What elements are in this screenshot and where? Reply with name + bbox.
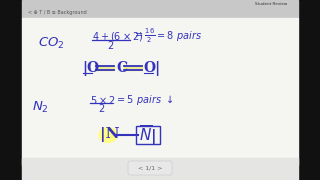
Text: $= 5\ pairs\ \downarrow$: $= 5\ pairs\ \downarrow$ (115, 93, 173, 107)
Ellipse shape (99, 127, 117, 143)
Text: $\overline{N}$|: $\overline{N}$| (139, 123, 156, 147)
Text: $5\times2$: $5\times2$ (90, 94, 116, 106)
Bar (298, 0, 320, 180)
Text: $2$: $2$ (98, 102, 105, 114)
Text: $4 + (6\times2)$: $4 + (6\times2)$ (92, 30, 143, 42)
FancyBboxPatch shape (136, 126, 160, 144)
Text: C: C (116, 61, 127, 75)
Text: $CO_2$: $CO_2$ (38, 35, 65, 51)
Text: O|: O| (143, 60, 160, 75)
Bar (22, 0, 298, 18)
Bar (22, 18, 298, 165)
Text: $N_2$: $N_2$ (32, 100, 49, 114)
Text: < 1/1 >: < 1/1 > (138, 165, 162, 170)
Text: Student Review: Student Review (255, 2, 287, 6)
Bar (0, 0, 22, 180)
Text: |N: |N (100, 127, 119, 143)
Text: < ⊕ T / B ≡ Background: < ⊕ T / B ≡ Background (28, 10, 87, 15)
Text: $2$: $2$ (107, 39, 114, 51)
FancyBboxPatch shape (128, 161, 172, 175)
Text: $= 8\ pairs$: $= 8\ pairs$ (155, 29, 202, 43)
Bar (22, 158, 298, 180)
Text: |O: |O (82, 60, 99, 75)
Text: $= \frac{16}{2}$: $= \frac{16}{2}$ (133, 27, 156, 45)
